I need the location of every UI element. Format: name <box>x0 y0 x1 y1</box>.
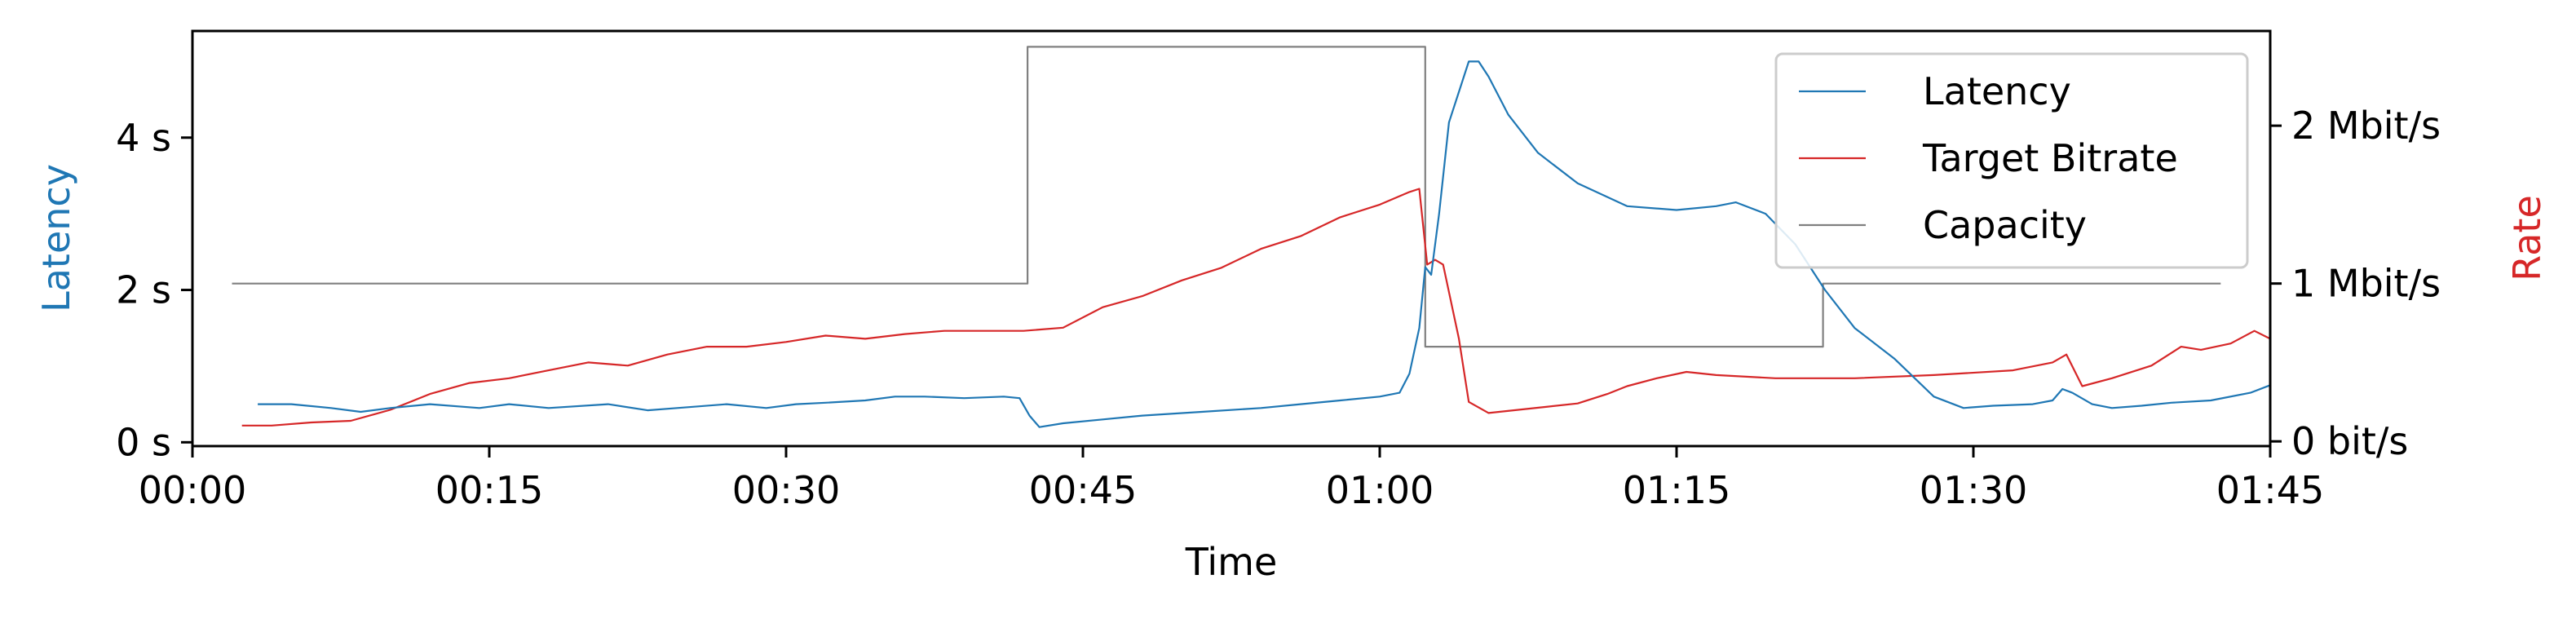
y-tick-label-left: 0 s <box>116 420 171 464</box>
series-line-latency <box>258 60 2271 428</box>
plot-frame <box>191 29 2272 448</box>
y-axis-label-left: Latency <box>34 164 78 312</box>
x-tick-label: 01:30 <box>1920 468 2028 512</box>
x-tick-label: 01:15 <box>1623 468 1731 512</box>
y-axis-label-right: Rate <box>2505 195 2549 281</box>
y-tick-label-left: 4 s <box>116 116 171 160</box>
y-tick-label-right: 0 bit/s <box>2291 419 2408 463</box>
series-layer <box>232 46 2271 428</box>
legend: Latency Target Bitrate Capacity <box>1774 52 2249 269</box>
legend-box <box>1774 52 2249 269</box>
x-tick-label: 00:15 <box>435 468 544 512</box>
x-tick-label: 01:45 <box>2216 468 2325 512</box>
axes-layer: 00:00 00:15 00:30 00:45 01:00 01:15 01:30 01:45… <box>116 104 2441 512</box>
x-tick-label: 00:30 <box>732 468 841 512</box>
x-axis-label: Time <box>1185 540 1278 584</box>
y-tick-label-left: 2 s <box>116 268 171 312</box>
y-tick-label-right: 2 Mbit/s <box>2291 104 2441 148</box>
x-tick-label: 00:00 <box>139 468 247 512</box>
legend-label-target-bitrate: Target Bitrate <box>1922 136 2178 180</box>
legend-label-latency: Latency <box>1923 69 2071 113</box>
x-tick-label: 00:45 <box>1029 468 1138 512</box>
series-line-target-bitrate <box>241 188 2271 427</box>
y-tick-label-right: 1 Mbit/s <box>2291 262 2441 306</box>
series-line-capacity <box>232 46 2221 348</box>
x-tick-label: 01:00 <box>1326 468 1434 512</box>
legend-label-capacity: Capacity <box>1923 203 2087 247</box>
